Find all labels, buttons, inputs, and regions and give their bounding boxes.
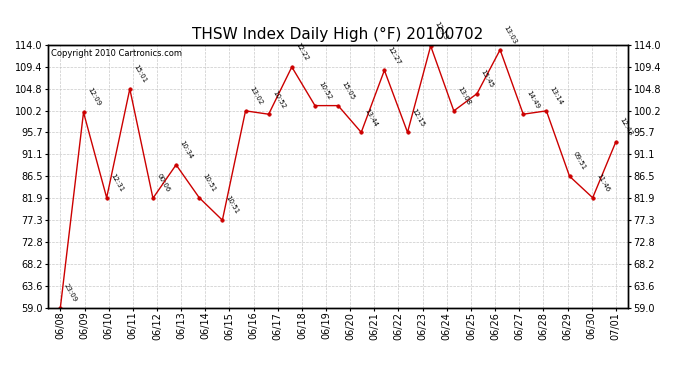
Text: 10:51: 10:51 [201,172,217,193]
Title: THSW Index Daily High (°F) 20100702: THSW Index Daily High (°F) 20100702 [193,27,484,42]
Text: Copyright 2010 Cartronics.com: Copyright 2010 Cartronics.com [51,49,182,58]
Text: 15:01: 15:01 [132,64,148,84]
Text: 13:08: 13:08 [456,86,472,106]
Text: 10:34: 10:34 [179,140,194,160]
Text: 12:09: 12:09 [86,87,101,108]
Text: 12:13: 12:13 [433,21,448,41]
Text: 10:51: 10:51 [225,195,240,215]
Text: 12:15: 12:15 [410,107,425,128]
Text: 12:22: 12:22 [294,42,309,62]
Text: 10:52: 10:52 [271,89,286,110]
Text: 15:45: 15:45 [480,69,495,89]
Text: 09:51: 09:51 [572,151,587,171]
Text: 10:52: 10:52 [317,80,333,101]
Text: 13:02: 13:02 [248,86,264,106]
Text: 11:46: 11:46 [595,172,611,193]
Text: 12:31: 12:31 [109,172,124,193]
Text: 15:05: 15:05 [341,80,356,101]
Text: 13:03: 13:03 [502,24,518,45]
Text: 13:44: 13:44 [364,107,379,128]
Text: 12:27: 12:27 [387,45,402,66]
Text: 12:43: 12:43 [618,117,633,137]
Text: 00:06: 00:06 [155,173,170,194]
Text: 13:14: 13:14 [549,86,564,106]
Text: 14:49: 14:49 [526,89,541,110]
Text: 23:09: 23:09 [63,282,78,303]
